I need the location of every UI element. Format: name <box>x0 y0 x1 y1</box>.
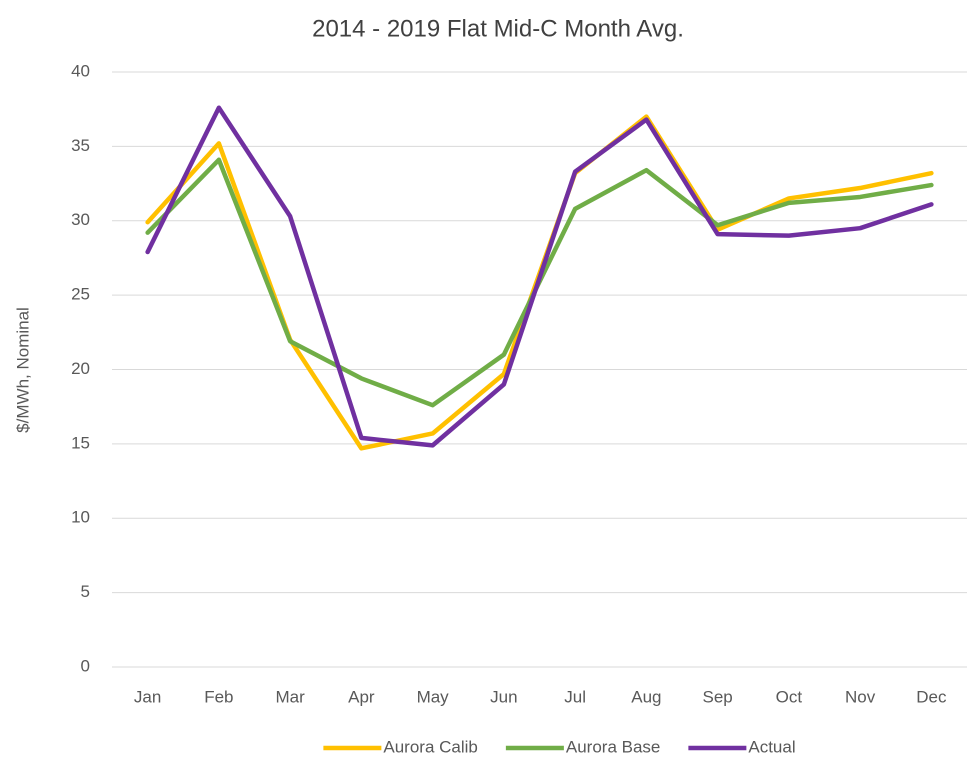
chart-title: 2014 - 2019 Flat Mid-C Month Avg. <box>312 15 684 42</box>
y-axis-label: $/MWh, Nominal <box>13 307 32 433</box>
y-tick-label: 5 <box>81 582 90 601</box>
x-tick-label: Jul <box>564 687 586 706</box>
y-tick-label: 15 <box>71 433 90 452</box>
x-tick-label: Feb <box>204 687 233 706</box>
x-tick-label: Jan <box>134 687 161 706</box>
x-tick-label: Dec <box>916 687 947 706</box>
y-tick-label: 0 <box>81 656 90 675</box>
series-line <box>145 105 934 448</box>
y-tick-label: 40 <box>71 61 90 80</box>
legend-label: Aurora Base <box>566 737 661 756</box>
x-tick-label: Nov <box>845 687 876 706</box>
x-tick-label: Sep <box>703 687 733 706</box>
y-tick-label: 10 <box>71 508 90 527</box>
legend-label: Actual <box>748 737 795 756</box>
x-tick-label: Mar <box>275 687 305 706</box>
x-tick-label: Apr <box>348 687 375 706</box>
x-tick-label: Jun <box>490 687 517 706</box>
y-tick-label: 35 <box>71 136 90 155</box>
y-tick-label: 20 <box>71 359 90 378</box>
x-tick-label: Oct <box>776 687 803 706</box>
x-tick-label: May <box>417 687 450 706</box>
x-tick-label: Aug <box>631 687 661 706</box>
legend-label: Aurora Calib <box>383 737 478 756</box>
y-tick-label: 30 <box>71 210 90 229</box>
y-tick-label: 25 <box>71 285 90 304</box>
